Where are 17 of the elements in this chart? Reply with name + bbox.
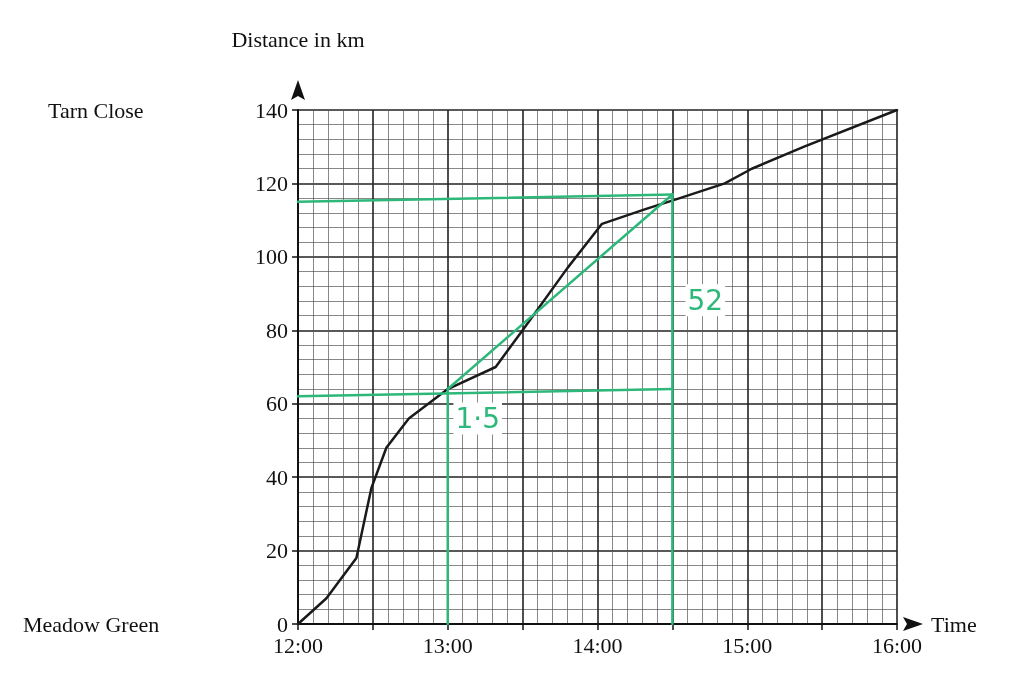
x-tick-label: 16:00 [871, 632, 923, 658]
y-tick-label: 100 [255, 244, 288, 270]
y-axis-title: Distance in km [231, 26, 365, 52]
x-tick-label: 14:00 [572, 632, 623, 658]
x-axis-title: Time [931, 611, 977, 637]
annotation: 52 [687, 283, 724, 317]
annotation: 1·5 [455, 401, 500, 435]
y-tick-label: 140 [255, 97, 288, 123]
x-tick-label: 15:00 [722, 632, 773, 658]
y-tick-label: 120 [255, 170, 288, 196]
y-tick-label: 80 [266, 317, 288, 343]
y-tick-label: 20 [266, 538, 288, 564]
x-tick-label: 13:00 [422, 632, 473, 658]
text: Meadow Green [23, 611, 160, 637]
y-tick-label: 40 [266, 464, 288, 490]
y-tick-label: 60 [266, 391, 288, 417]
text: Tarn Close [48, 97, 144, 123]
